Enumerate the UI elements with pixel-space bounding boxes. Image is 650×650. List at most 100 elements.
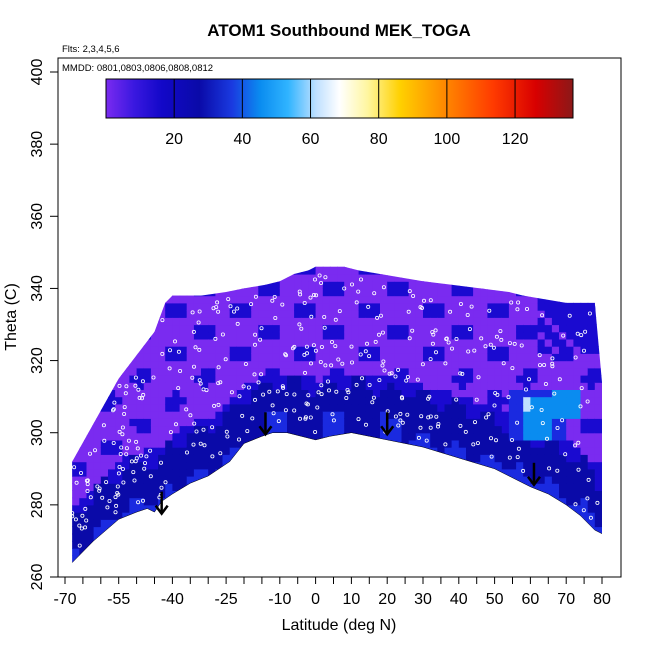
heatmap-cell	[150, 540, 159, 549]
heatmap-cell	[444, 375, 453, 383]
heatmap-cell	[451, 439, 460, 448]
heatmap-cell	[523, 504, 531, 513]
heatmap-cell	[394, 324, 403, 333]
heatmap-cell	[530, 555, 539, 563]
observation-point	[133, 383, 138, 388]
heatmap-cell	[72, 411, 80, 419]
heatmap-cell	[150, 382, 159, 390]
observation-point	[213, 336, 218, 341]
heatmap-cell	[244, 497, 252, 506]
heatmap-cell	[329, 468, 338, 477]
heatmap-cell	[502, 563, 510, 571]
heatmap-cell	[165, 548, 173, 556]
observation-point	[396, 423, 401, 428]
heatmap-cell	[129, 483, 138, 491]
heatmap-cell	[387, 476, 395, 484]
heatmap-cell	[344, 324, 352, 333]
heatmap-cell	[222, 360, 231, 369]
heatmap-cell	[158, 367, 166, 376]
heatmap-cell	[79, 425, 88, 434]
observation-point	[363, 349, 368, 354]
heatmap-cell	[501, 504, 510, 513]
heatmap-cell	[186, 396, 195, 405]
heatmap-cell	[487, 382, 496, 390]
heatmap-cell	[544, 461, 553, 470]
heatmap-cell	[537, 295, 546, 304]
heatmap-cell	[79, 504, 88, 513]
observation-point	[308, 415, 313, 420]
heatmap-cell	[150, 295, 159, 304]
heatmap-cell	[108, 432, 116, 441]
heatmap-cell	[87, 563, 95, 571]
heatmap-cell	[93, 411, 102, 419]
heatmap-cell	[473, 375, 481, 383]
heatmap-cell	[344, 483, 352, 491]
heatmap-cell	[315, 396, 324, 405]
heatmap-cell	[158, 519, 166, 528]
heatmap-cell	[516, 476, 524, 484]
heatmap-cell	[415, 403, 424, 412]
heatmap-cell	[480, 331, 489, 340]
heatmap-cell	[315, 367, 324, 376]
heatmap-cell	[365, 519, 374, 528]
heatmap-cell	[365, 533, 374, 542]
heatmap-cell	[100, 367, 109, 376]
heatmap-cell	[423, 375, 431, 383]
heatmap-cell	[308, 483, 317, 491]
heatmap-cell	[72, 454, 80, 463]
heatmap-cell	[602, 476, 610, 484]
heatmap-cell	[251, 454, 259, 463]
heatmap-cell	[530, 447, 539, 455]
heatmap-cell	[322, 439, 331, 448]
heatmap-cell	[358, 483, 367, 491]
heatmap-cell	[530, 497, 539, 506]
heatmap-cell	[122, 490, 131, 499]
colorbar-tick-label: 120	[502, 131, 529, 148]
observation-point	[349, 360, 354, 365]
heatmap-cell	[272, 346, 281, 354]
heatmap-cell	[508, 490, 517, 499]
heatmap-cell	[244, 353, 252, 362]
heatmap-cell	[351, 403, 360, 412]
heatmap-cell	[566, 403, 574, 412]
heatmap-cell	[308, 432, 317, 441]
heatmap-cell	[437, 411, 446, 419]
heatmap-cell	[473, 346, 481, 354]
heatmap-cell	[559, 338, 567, 347]
heatmap-cell	[229, 425, 238, 434]
heatmap-cell	[329, 512, 338, 520]
heatmap-cell	[501, 317, 510, 326]
heatmap-cell	[394, 281, 403, 289]
heatmap-cell	[444, 288, 453, 297]
heatmap-cell	[458, 375, 467, 383]
heatmap-cell	[394, 454, 403, 463]
heatmap-cell	[516, 540, 524, 549]
observation-point	[381, 285, 386, 290]
observation-point	[354, 382, 359, 387]
heatmap-cell	[108, 302, 116, 311]
heatmap-cell	[573, 338, 582, 347]
heatmap-cell	[287, 461, 295, 470]
heatmap-cell	[79, 288, 88, 297]
heatmap-cell	[573, 468, 582, 477]
heatmap-cell	[79, 526, 88, 535]
heatmap-cell	[222, 418, 231, 427]
heatmap-cell	[415, 526, 424, 535]
heatmap-cell	[573, 346, 582, 354]
heatmap-cell	[201, 526, 209, 535]
heatmap-cell	[473, 353, 481, 362]
heatmap-cell	[437, 439, 446, 448]
heatmap-cell	[401, 447, 410, 455]
heatmap-cell	[143, 324, 152, 333]
heatmap-cell	[401, 533, 410, 542]
heatmap-cell	[215, 418, 224, 427]
heatmap-cell	[86, 274, 95, 282]
heatmap-cell	[380, 548, 388, 556]
heatmap-cell	[72, 461, 73, 470]
heatmap-cell	[523, 411, 531, 419]
heatmap-cell	[186, 324, 195, 333]
heatmap-cell	[544, 266, 553, 275]
heatmap-cell	[122, 461, 131, 470]
observation-point	[191, 364, 196, 369]
heatmap-cell	[86, 526, 95, 535]
